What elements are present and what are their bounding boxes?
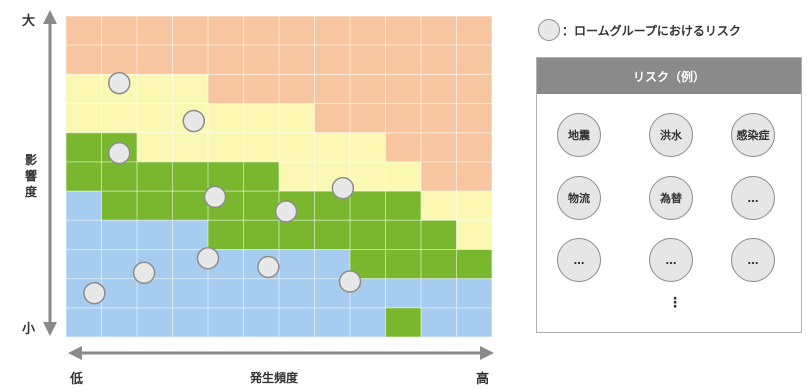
y-axis-title: 影 響 度 bbox=[24, 152, 38, 200]
panel-header: リスク（例） bbox=[537, 58, 801, 94]
risk-example-panel: リスク（例） 地震 洪水 感染症 物流 為替 … … … … ⋮ bbox=[536, 57, 802, 333]
risk-marker bbox=[203, 185, 227, 209]
risk-item-ellipsis: … bbox=[731, 176, 775, 220]
zone-high bbox=[208, 16, 244, 104]
risk-marker bbox=[257, 255, 280, 279]
zone-medium bbox=[385, 307, 422, 337]
zone-medium bbox=[385, 191, 422, 279]
risk-item-infection: 感染症 bbox=[731, 113, 775, 157]
y-axis-low-label: 小 bbox=[22, 322, 36, 337]
risk-item-ellipsis: … bbox=[731, 238, 775, 282]
risk-marker bbox=[108, 71, 131, 95]
risk-marker bbox=[182, 109, 206, 133]
zone-low bbox=[314, 249, 351, 337]
zone-low bbox=[385, 278, 422, 308]
risk-marker bbox=[338, 270, 362, 293]
zone-medium bbox=[350, 191, 386, 279]
risk-marker bbox=[196, 246, 220, 270]
risk-item-flood: 洪水 bbox=[649, 113, 693, 157]
legend-marker bbox=[538, 19, 560, 41]
zone-medium-high bbox=[385, 161, 422, 192]
y-axis-title-char: 影 bbox=[24, 153, 37, 167]
zone-medium bbox=[456, 249, 492, 279]
zone-medium-high bbox=[137, 74, 173, 162]
x-axis-high-label: 高 bbox=[476, 372, 490, 387]
zone-medium-high bbox=[421, 191, 457, 221]
y-axis-title-char: 響 bbox=[24, 169, 37, 183]
x-axis-title: 発生頻度 bbox=[250, 371, 299, 385]
zone-medium bbox=[243, 161, 280, 250]
risk-marker bbox=[331, 176, 355, 200]
risk-item-ellipsis: … bbox=[649, 238, 693, 282]
risk-marker bbox=[274, 200, 298, 223]
risk-marker bbox=[83, 281, 106, 305]
legend-label: ：ロームグループにおけるリスク bbox=[562, 24, 741, 38]
more-indicator: ⋮ bbox=[668, 295, 682, 311]
y-axis-arrow bbox=[43, 10, 57, 336]
risk-item-ellipsis: … bbox=[557, 238, 601, 282]
risk-item-exchange: 為替 bbox=[649, 176, 693, 220]
x-axis-low-label: 低 bbox=[70, 372, 84, 387]
y-axis-title-char: 度 bbox=[24, 185, 37, 199]
risk-matrix bbox=[66, 16, 492, 337]
x-axis-arrow bbox=[68, 346, 494, 360]
zone-medium-high bbox=[279, 103, 315, 192]
risk-item-earthquake: 地震 bbox=[557, 113, 601, 157]
y-axis-high-label: 大 bbox=[22, 14, 36, 29]
risk-marker bbox=[132, 261, 156, 285]
zone-high bbox=[243, 16, 280, 104]
zone-low bbox=[279, 249, 315, 337]
zone-high bbox=[279, 16, 315, 104]
zone-low bbox=[66, 191, 102, 337]
risk-item-logistics: 物流 bbox=[557, 176, 601, 220]
zone-high bbox=[385, 16, 422, 162]
risk-marker bbox=[108, 141, 131, 165]
